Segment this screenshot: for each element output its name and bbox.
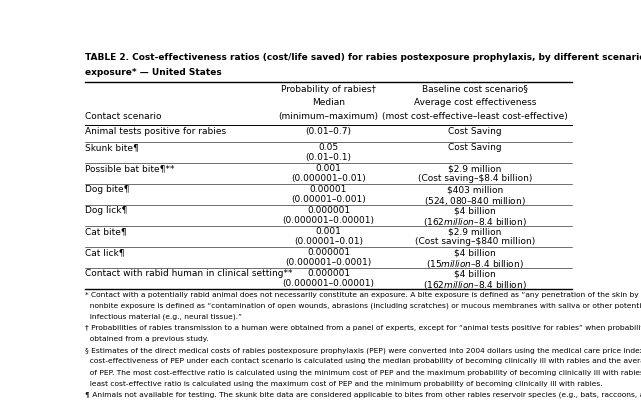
Text: Cat lick¶: Cat lick¶ xyxy=(85,248,125,257)
Text: (0.000001–0.01): (0.000001–0.01) xyxy=(291,174,366,183)
Text: Cost Saving: Cost Saving xyxy=(448,143,502,152)
Text: 0.000001: 0.000001 xyxy=(307,269,350,278)
Text: of PEP. The most cost-effective ratio is calculated using the minimum cost of PE: of PEP. The most cost-effective ratio is… xyxy=(85,370,641,376)
Text: $4 billion: $4 billion xyxy=(454,206,496,215)
Text: Cat bite¶: Cat bite¶ xyxy=(85,227,127,236)
Text: infectious material (e.g., neural tissue).”: infectious material (e.g., neural tissue… xyxy=(85,314,242,320)
Text: 0.05: 0.05 xyxy=(319,143,338,152)
Text: 0.000001: 0.000001 xyxy=(307,206,350,215)
Text: Cost Saving: Cost Saving xyxy=(448,127,502,136)
Text: Dog bite¶: Dog bite¶ xyxy=(85,185,129,194)
Text: Animal tests positive for rabies: Animal tests positive for rabies xyxy=(85,127,226,136)
Text: * Contact with a potentially rabid animal does not necessarily constitute an exp: * Contact with a potentially rabid anima… xyxy=(85,292,641,298)
Text: cost-effectiveness of PEP under each contact scenario is calculated using the me: cost-effectiveness of PEP under each con… xyxy=(85,358,641,365)
Text: ($15 million–$8.4 billion): ($15 million–$8.4 billion) xyxy=(426,258,524,270)
Text: 0.001: 0.001 xyxy=(315,164,342,173)
Text: § Estimates of the direct medical costs of rabies postexposure prophylaxis (PEP): § Estimates of the direct medical costs … xyxy=(85,347,641,354)
Text: (0.000001–0.00001): (0.000001–0.00001) xyxy=(283,279,374,288)
Text: (most cost-effective–least cost-effective): (most cost-effective–least cost-effectiv… xyxy=(382,112,568,121)
Text: Skunk bite¶: Skunk bite¶ xyxy=(85,143,139,152)
Text: $4 billion: $4 billion xyxy=(454,269,496,278)
Text: (0.01–0.1): (0.01–0.1) xyxy=(306,153,351,162)
Text: Average cost effectiveness: Average cost effectiveness xyxy=(414,98,537,107)
Text: $4 billion: $4 billion xyxy=(454,248,496,257)
Text: (0.000001–0.00001): (0.000001–0.00001) xyxy=(283,216,374,225)
Text: (minimum–maximum): (minimum–maximum) xyxy=(278,112,379,121)
Text: Baseline cost scenario§: Baseline cost scenario§ xyxy=(422,85,528,93)
Text: $2.9 million: $2.9 million xyxy=(448,227,502,236)
Text: † Probabilities of rabies transmission to a human were obtained from a panel of : † Probabilities of rabies transmission t… xyxy=(85,325,641,331)
Text: (0.000001–0.0001): (0.000001–0.0001) xyxy=(285,258,372,267)
Text: Contact with rabid human in clinical setting**: Contact with rabid human in clinical set… xyxy=(85,269,292,278)
Text: 0.00001: 0.00001 xyxy=(310,185,347,194)
Text: (0.00001–0.001): (0.00001–0.001) xyxy=(291,195,366,204)
Text: exposure* — United States: exposure* — United States xyxy=(85,68,222,77)
Text: obtained from a previous study.: obtained from a previous study. xyxy=(85,336,208,342)
Text: Dog lick¶: Dog lick¶ xyxy=(85,206,128,215)
Text: Probability of rabies†: Probability of rabies† xyxy=(281,85,376,93)
Text: 0.001: 0.001 xyxy=(315,227,342,236)
Text: ($162 million–$8.4 billion): ($162 million–$8.4 billion) xyxy=(423,216,527,228)
Text: (Cost saving–$840 million): (Cost saving–$840 million) xyxy=(415,237,535,246)
Text: 0.000001: 0.000001 xyxy=(307,248,350,257)
Text: nonbite exposure is defined as “contamination of open wounds, abrasions (includi: nonbite exposure is defined as “contamin… xyxy=(85,303,641,309)
Text: ($162 million–$8.4 billion): ($162 million–$8.4 billion) xyxy=(423,279,527,291)
Text: $403 million: $403 million xyxy=(447,185,503,194)
Text: Median: Median xyxy=(312,98,345,107)
Text: (Cost saving–$8.4 billion): (Cost saving–$8.4 billion) xyxy=(418,174,532,183)
Text: ($524,080–$840 million): ($524,080–$840 million) xyxy=(424,195,526,207)
Text: $2.9 million: $2.9 million xyxy=(448,164,502,173)
Text: TABLE 2. Cost-effectiveness ratios (cost/life saved) for rabies postexposure pro: TABLE 2. Cost-effectiveness ratios (cost… xyxy=(85,53,641,62)
Text: Possible bat bite¶**: Possible bat bite¶** xyxy=(85,164,174,173)
Text: ¶ Animals not available for testing. The skunk bite data are considered applicab: ¶ Animals not available for testing. The… xyxy=(85,392,641,398)
Text: Contact scenario: Contact scenario xyxy=(85,112,162,121)
Text: (0.01–0.7): (0.01–0.7) xyxy=(306,127,351,136)
Text: (0.00001–0.01): (0.00001–0.01) xyxy=(294,237,363,246)
Text: least cost-effective ratio is calculated using the maximum cost of PEP and the m: least cost-effective ratio is calculated… xyxy=(85,381,603,387)
